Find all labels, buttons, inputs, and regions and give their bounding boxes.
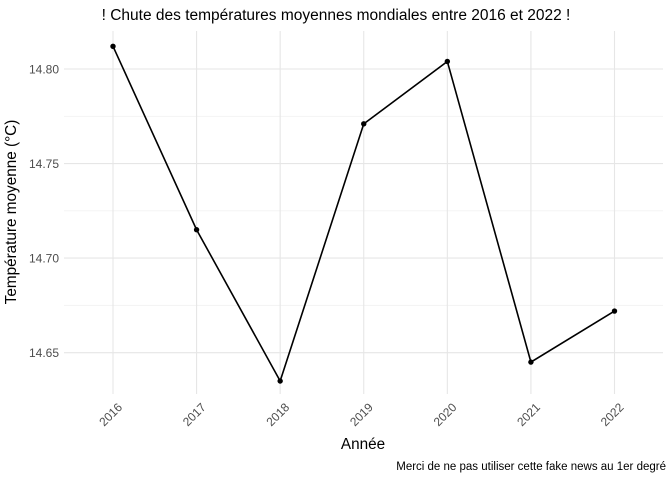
- x-tick-label: 2021: [514, 400, 543, 429]
- x-tick-label: 2018: [264, 400, 293, 429]
- x-tick-label: 2020: [431, 400, 460, 429]
- x-tick-label: 2019: [347, 400, 376, 429]
- caption: Merci de ne pas utiliser cette fake news…: [396, 461, 666, 473]
- x-tick-label: 2022: [598, 400, 627, 429]
- x-tick-label: 2016: [96, 400, 125, 429]
- y-tick-label: 14.75: [29, 157, 59, 171]
- data-point: [193, 227, 200, 233]
- x-axis-tick-labels: 2016 2017 2018 2019 2020 2021 2022: [96, 400, 627, 429]
- data-point: [611, 308, 618, 314]
- data-point: [361, 121, 367, 127]
- y-tick-label: 14.80: [29, 62, 59, 76]
- data-point: [110, 43, 116, 50]
- data-point: [444, 58, 451, 65]
- y-tick-label: 14.70: [29, 251, 59, 265]
- major-gridlines: [64, 31, 663, 394]
- temperature-series: [110, 43, 618, 384]
- y-tick-label: 14.65: [29, 346, 59, 360]
- x-tick-label: 2017: [180, 400, 209, 429]
- chart-title: ! Chute des températures moyennes mondia…: [102, 7, 571, 24]
- x-axis-title: Année: [341, 436, 385, 453]
- data-point: [528, 359, 534, 365]
- y-axis-tick-labels: 14.80 14.75 14.70 14.65: [29, 62, 59, 360]
- data-point: [277, 378, 283, 384]
- y-axis-title: Température moyenne (°C): [3, 120, 20, 305]
